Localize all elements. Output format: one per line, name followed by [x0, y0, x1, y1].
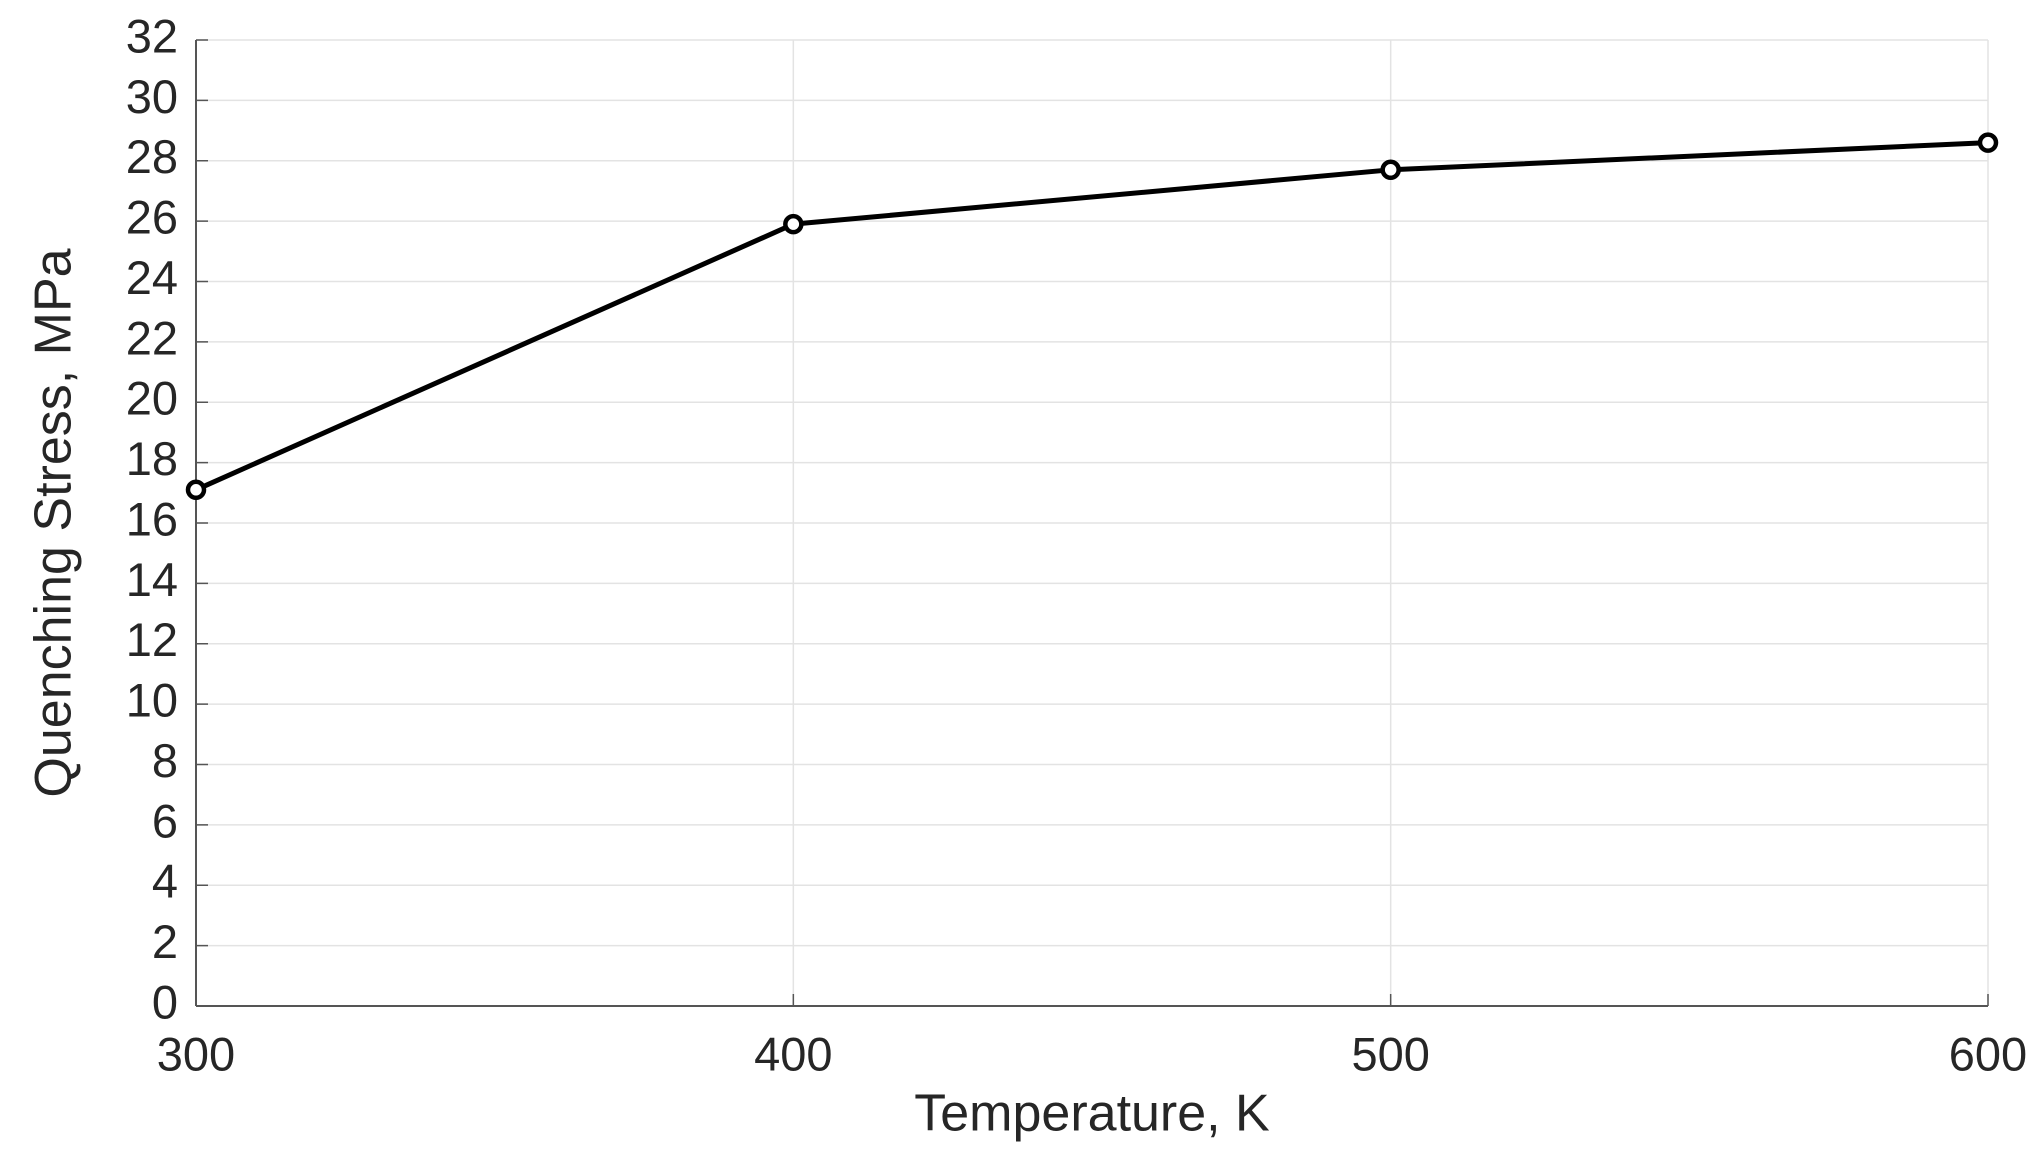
y-tick-label: 12 [126, 613, 178, 666]
data-line [194, 140, 1989, 493]
y-tick-label: 6 [152, 794, 178, 847]
y-tick-label: 14 [126, 553, 178, 606]
y-tick-label: 24 [126, 251, 178, 304]
y-tick-label: 16 [126, 492, 178, 545]
x-tick-label: 600 [1949, 1027, 2027, 1080]
data-point [185, 479, 207, 501]
data-point [1380, 159, 1401, 181]
y-tick-label: 22 [126, 311, 178, 364]
y-tick-label: 2 [152, 915, 178, 968]
x-tick-label: 500 [1351, 1027, 1429, 1080]
data-point [1977, 132, 1999, 153]
y-tick-label: 18 [126, 432, 178, 485]
y-axis-label: Quenching Stress, MPa [25, 248, 83, 797]
y-tick-label: 8 [152, 734, 178, 787]
x-axis-label: Temperature, K [914, 1085, 1270, 1143]
y-tick-label: 26 [126, 191, 178, 244]
y-tick-label: 4 [152, 855, 178, 908]
y-tick-label: 0 [152, 975, 178, 1028]
y-tick-label: 20 [126, 372, 178, 425]
y-tick-label: 30 [126, 70, 178, 123]
y-tick-label: 32 [126, 9, 178, 62]
x-tick-label: 300 [157, 1027, 235, 1080]
y-tick-label: 28 [126, 130, 178, 183]
data-point [783, 213, 804, 235]
y-tick-label: 10 [126, 674, 178, 727]
x-tick-label: 400 [754, 1027, 832, 1080]
